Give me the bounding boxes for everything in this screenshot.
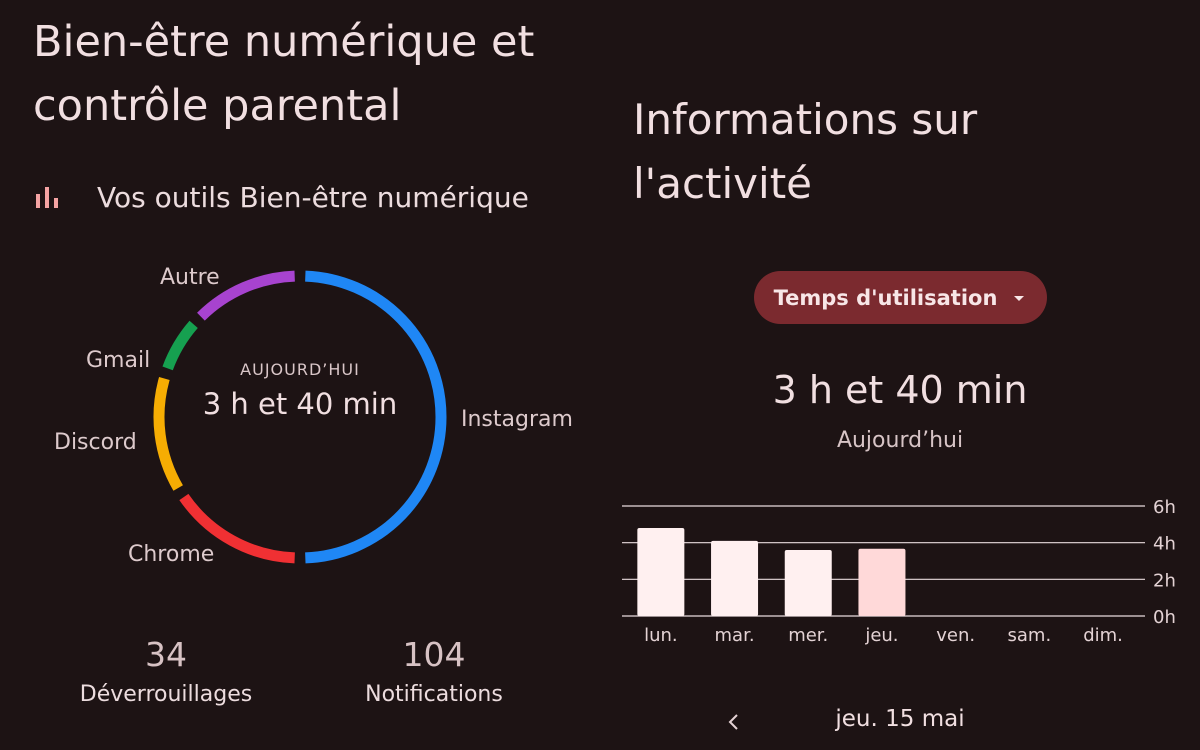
y-tick-label: 4h — [1153, 534, 1176, 555]
unlocks-stat[interactable]: 34 Déverrouillages — [41, 635, 291, 707]
activity-title: Informations sur l'activité — [633, 88, 1173, 216]
unlocks-label: Déverrouillages — [79, 682, 253, 707]
donut-segment-discord[interactable] — [153, 377, 183, 491]
x-tick-label: jeu. — [864, 625, 898, 646]
donut-label-chrome: Chrome — [128, 542, 215, 567]
caret-down-icon — [1014, 295, 1025, 301]
donut-segment-instagram[interactable] — [305, 270, 447, 564]
weekly-usage-chart: 0h 2h 4h 6h lun. mar. mer. jeu. ven. sam. dim. — [622, 497, 1176, 646]
metric-dropdown-label: Temps d'utilisation — [773, 285, 998, 310]
donut-label-autre: Autre — [160, 265, 220, 290]
x-tick-label: mer. — [788, 625, 828, 646]
x-tick-label: mar. — [715, 625, 755, 646]
donut-segment-chrome[interactable] — [179, 493, 295, 564]
bar-chart-icon — [36, 187, 58, 208]
donut-segment-autre[interactable] — [197, 270, 295, 321]
donut-label-gmail: Gmail — [86, 348, 151, 373]
bar-jeu[interactable] — [858, 548, 906, 616]
screen-time-total: 3 h et 40 min — [772, 368, 1028, 412]
bar-mer[interactable] — [784, 550, 832, 616]
activity-title-line1: Informations sur — [633, 95, 978, 144]
usage-donut[interactable]: AUJOURD’HUI 3 h et 40 min Autre Gmail Di… — [0, 240, 600, 610]
notifications-stat[interactable]: 104 Notifications — [309, 635, 559, 707]
donut-label-discord: Discord — [54, 430, 137, 455]
notifications-count: 104 — [402, 635, 466, 674]
chevron-left-icon[interactable] — [720, 708, 748, 736]
x-tick-label: ven. — [936, 625, 975, 646]
screen-time-caption: Aujourd’hui — [836, 428, 964, 453]
donut-total: 3 h et 40 min — [202, 387, 398, 421]
x-tick-label: sam. — [1008, 625, 1052, 646]
y-tick-label: 0h — [1153, 607, 1176, 628]
wellbeing-tools-row[interactable]: Vos outils Bien-être numérique — [33, 172, 529, 222]
x-tick-label: dim. — [1083, 625, 1123, 646]
page-title-line1: Bien-être numérique et — [33, 17, 535, 67]
unlocks-count: 34 — [145, 635, 187, 674]
usage-donut-ring — [153, 270, 447, 564]
donut-label-instagram: Instagram — [461, 407, 573, 432]
bar-lun[interactable] — [637, 528, 685, 616]
y-tick-label: 6h — [1153, 497, 1176, 518]
current-date-label: jeu. 15 mai — [835, 706, 965, 732]
activity-title-line2: l'activité — [633, 159, 813, 208]
notifications-label: Notifications — [365, 682, 503, 707]
donut-segment-gmail[interactable] — [162, 320, 198, 371]
wellbeing-tools-label: Vos outils Bien-être numérique — [97, 180, 529, 214]
metric-dropdown[interactable]: Temps d'utilisation — [754, 271, 1047, 324]
donut-center: AUJOURD’HUI 3 h et 40 min — [150, 360, 450, 421]
page-title-line2: contrôle parental — [33, 81, 402, 131]
bar-mar[interactable] — [711, 540, 759, 616]
page-title: Bien-être numérique et contrôle parental — [33, 10, 593, 138]
y-tick-label: 2h — [1153, 570, 1176, 591]
date-navigation: jeu. 15 mai — [700, 700, 1100, 744]
donut-caption: AUJOURD’HUI — [240, 360, 360, 379]
x-tick-label: lun. — [644, 625, 678, 646]
